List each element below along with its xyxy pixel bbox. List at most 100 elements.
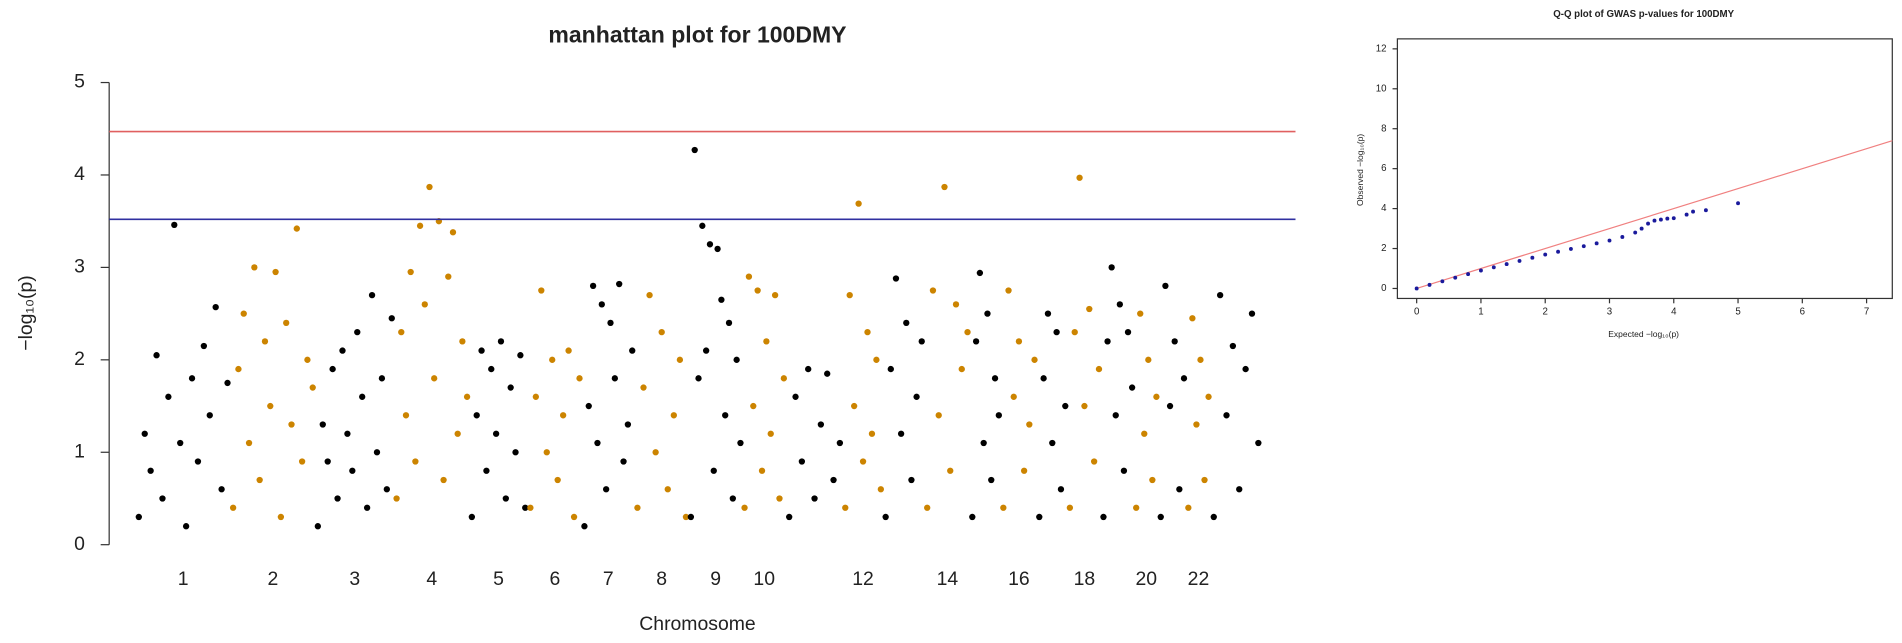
snp-point: [594, 439, 601, 447]
snp-point: [549, 356, 556, 363]
snp-point: [527, 504, 534, 511]
snp-point: [559, 412, 567, 419]
snp-point: [235, 365, 242, 373]
snp-point: [733, 356, 740, 363]
qq-point: [1658, 217, 1663, 222]
snp-point: [1223, 412, 1230, 419]
x-tick-label: 2: [1543, 306, 1548, 317]
x-tick-label: 2: [268, 568, 279, 590]
y-tick-label: 2: [74, 348, 85, 370]
snp-point: [359, 393, 366, 400]
snp-point: [855, 200, 862, 207]
snp-point: [887, 365, 894, 373]
snp-point: [293, 225, 300, 232]
snp-point: [1149, 476, 1156, 484]
snp-point: [873, 356, 880, 363]
qq-point: [1684, 212, 1689, 217]
y-tick-label: 10: [1376, 83, 1387, 94]
qq-point: [1440, 279, 1445, 284]
qq-point: [1703, 208, 1708, 213]
snp-point: [421, 301, 428, 308]
qq-point: [1620, 235, 1625, 239]
snp-point: [851, 402, 858, 410]
y-axis-label: −log₁₀(p): [15, 275, 37, 350]
snp-point: [877, 486, 885, 493]
x-tick-label: 7: [1864, 306, 1869, 317]
x-tick-label: 7: [603, 568, 614, 590]
snp-point: [576, 375, 583, 382]
snp-point: [706, 241, 714, 248]
y-tick-label: 0: [74, 533, 85, 555]
snp-point: [859, 458, 867, 465]
snp-point: [426, 183, 433, 191]
snp-point: [718, 296, 725, 303]
snp-point: [710, 467, 717, 474]
snp-point: [868, 430, 876, 437]
x-tick-label: 1: [178, 568, 189, 590]
snp-point: [1201, 476, 1208, 484]
qq-point: [1691, 209, 1695, 214]
snp-point: [972, 338, 980, 345]
snp-point: [988, 476, 995, 484]
snp-point: [363, 504, 371, 511]
snp-point: [952, 301, 960, 308]
snp-point: [1026, 421, 1033, 428]
snp-point: [607, 319, 614, 327]
snp-point: [758, 467, 766, 474]
qq-point: [1479, 268, 1483, 273]
snp-point: [1193, 421, 1200, 428]
snp-point: [929, 287, 937, 294]
snp-point: [478, 347, 485, 354]
snp-point: [383, 486, 390, 493]
snp-point: [298, 458, 306, 465]
snp-point: [283, 319, 290, 327]
qq-point: [1517, 258, 1522, 263]
snp-point: [159, 495, 166, 502]
snp-point: [1040, 375, 1047, 382]
snp-point: [1141, 430, 1148, 437]
snp-point: [543, 449, 550, 456]
snp-point: [892, 275, 900, 282]
snp-point: [147, 467, 154, 474]
snp-point: [1071, 328, 1078, 336]
snp-point: [261, 338, 269, 345]
snp-point: [658, 328, 665, 336]
snp-point: [267, 402, 274, 410]
snp-point: [1116, 301, 1123, 308]
snp-point: [1112, 412, 1119, 419]
snp-point: [585, 402, 592, 410]
snp-point: [1236, 486, 1243, 493]
snp-point: [1015, 338, 1023, 345]
snp-point: [581, 523, 588, 530]
x-tick-label: 10: [753, 568, 775, 590]
snp-point: [240, 310, 247, 317]
snp-point: [964, 328, 971, 336]
snp-point: [980, 439, 987, 447]
snp-point: [1176, 486, 1183, 493]
snp-point: [188, 375, 196, 382]
snp-point: [256, 476, 263, 484]
snp-point: [554, 476, 561, 484]
y-tick-label: 4: [74, 163, 85, 185]
y-tick-label: 6: [1381, 163, 1386, 174]
qq-point: [1639, 226, 1644, 231]
snp-point: [913, 393, 920, 400]
snp-point: [737, 439, 744, 447]
x-tick-label: 5: [1735, 306, 1740, 317]
snp-point: [846, 291, 853, 299]
snp-point: [1229, 342, 1237, 350]
snp-point: [468, 513, 476, 521]
snp-point: [1000, 504, 1007, 511]
snp-point: [416, 222, 424, 229]
snp-point: [763, 338, 770, 345]
snp-point: [602, 486, 610, 493]
snp-point: [1133, 504, 1140, 511]
y-tick-label: 4: [1381, 203, 1387, 214]
snp-point: [691, 146, 698, 154]
snp-point: [565, 347, 572, 354]
snp-point: [483, 467, 490, 474]
snp-point: [304, 356, 311, 363]
x-tick-label: 6: [550, 568, 561, 590]
snp-point: [224, 379, 231, 387]
